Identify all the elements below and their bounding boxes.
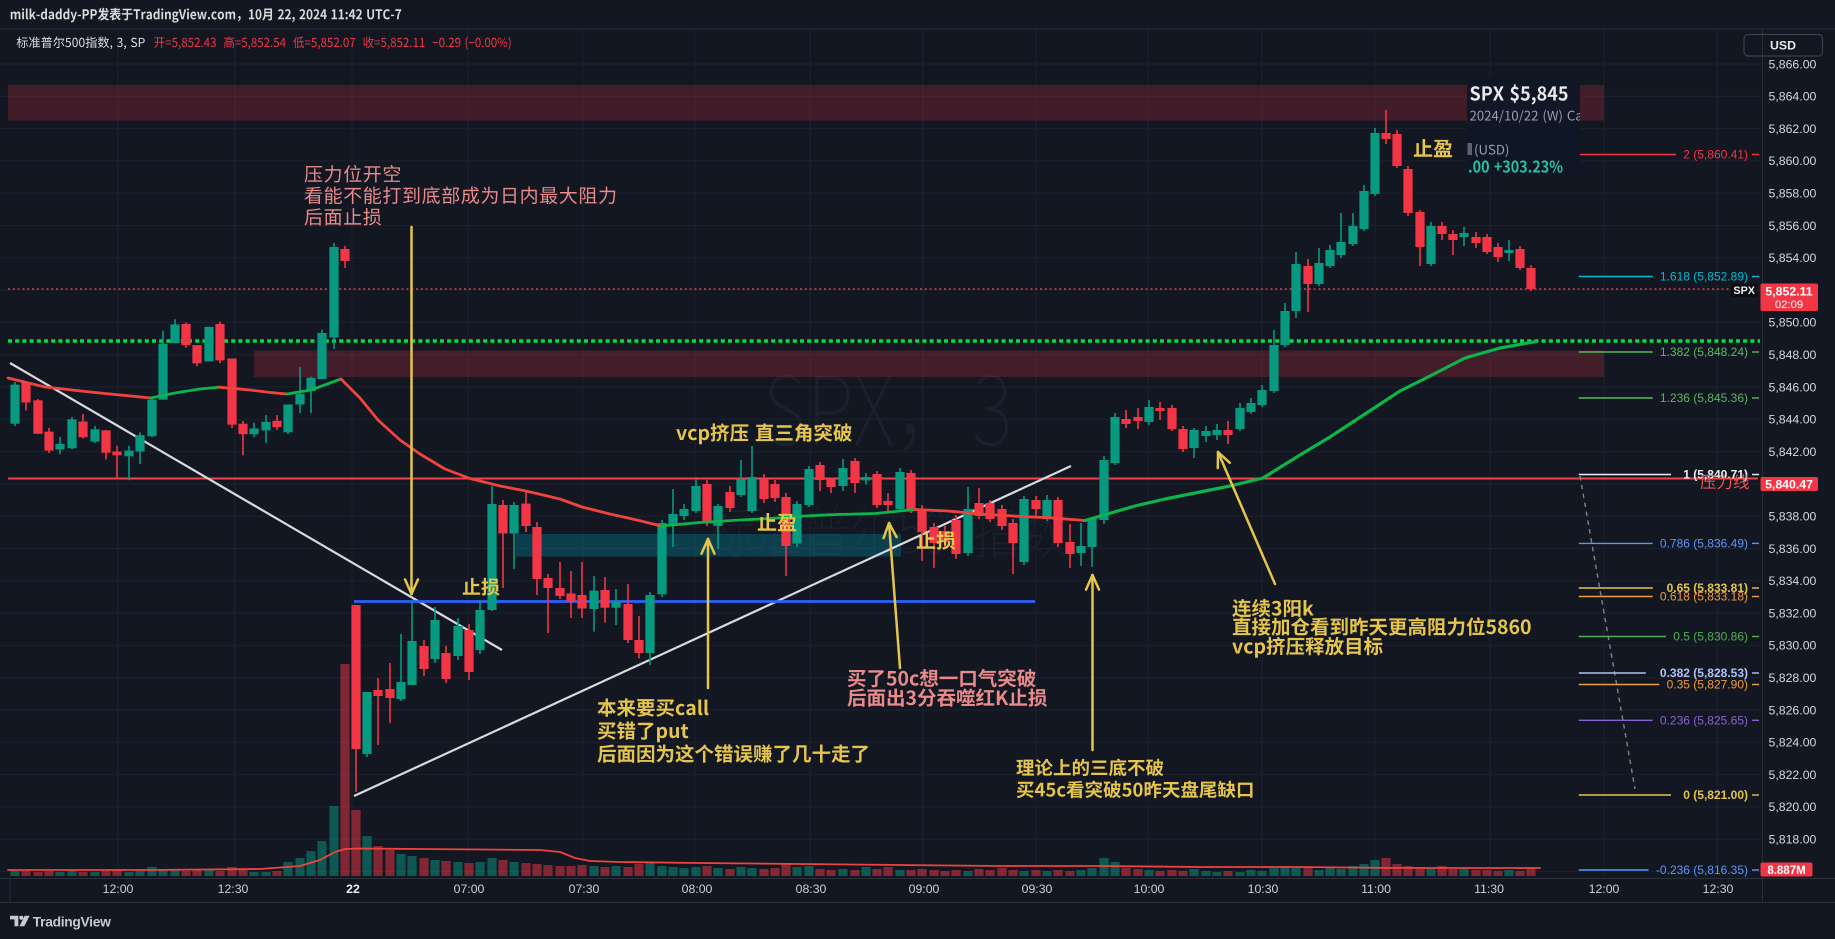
svg-text:5,852.11: 5,852.11 xyxy=(1765,284,1812,298)
svg-text:5,834.00: 5,834.00 xyxy=(1769,574,1817,588)
svg-text:1.618 (5,852.89): 1.618 (5,852.89) xyxy=(1660,270,1748,284)
svg-text:5,860.00: 5,860.00 xyxy=(1769,154,1817,168)
svg-text:11:00: 11:00 xyxy=(1361,882,1391,896)
svg-text:5,824.00: 5,824.00 xyxy=(1769,736,1817,750)
svg-text:TradingView: TradingView xyxy=(33,914,111,929)
svg-text:1.382 (5,848.24): 1.382 (5,848.24) xyxy=(1660,345,1748,359)
svg-text:08:30: 08:30 xyxy=(796,882,827,896)
svg-text:5,848.00: 5,848.00 xyxy=(1769,348,1817,362)
svg-text:0.236 (5,825.65): 0.236 (5,825.65) xyxy=(1660,713,1748,727)
svg-text:5,858.00: 5,858.00 xyxy=(1769,187,1817,201)
svg-text:0.65 (5,833.81): 0.65 (5,833.81) xyxy=(1667,581,1748,595)
svg-text:0 (5,821.00): 0 (5,821.00) xyxy=(1683,788,1748,802)
svg-text:5,856.00: 5,856.00 xyxy=(1769,219,1817,233)
svg-text:12:30: 12:30 xyxy=(1703,882,1734,896)
svg-text:08:00: 08:00 xyxy=(682,882,713,896)
svg-text:07:00: 07:00 xyxy=(454,882,485,896)
svg-text:5,830.00: 5,830.00 xyxy=(1769,639,1817,653)
svg-text:11:30: 11:30 xyxy=(1474,882,1504,896)
svg-text:09:30: 09:30 xyxy=(1022,882,1053,896)
svg-text:22: 22 xyxy=(346,882,360,896)
svg-text:5,846.00: 5,846.00 xyxy=(1769,380,1817,394)
svg-text:5,818.00: 5,818.00 xyxy=(1769,833,1817,847)
svg-text:5,864.00: 5,864.00 xyxy=(1769,90,1817,104)
svg-text:5,826.00: 5,826.00 xyxy=(1769,703,1817,717)
svg-text:SPX: SPX xyxy=(1733,285,1755,297)
svg-text:5,866.00: 5,866.00 xyxy=(1769,57,1817,71)
svg-text:1 (5,840.71): 1 (5,840.71) xyxy=(1683,468,1748,482)
svg-text:10:30: 10:30 xyxy=(1248,882,1279,896)
svg-text:5,850.00: 5,850.00 xyxy=(1769,316,1817,330)
svg-text:0.5 (5,830.86): 0.5 (5,830.86) xyxy=(1673,630,1748,644)
svg-text:5,836.00: 5,836.00 xyxy=(1769,542,1817,556)
svg-text:USD: USD xyxy=(1770,39,1796,53)
svg-text:5,832.00: 5,832.00 xyxy=(1769,606,1817,620)
svg-text:12:00: 12:00 xyxy=(1589,882,1620,896)
svg-text:02:09: 02:09 xyxy=(1775,299,1803,311)
svg-text:5,842.00: 5,842.00 xyxy=(1769,445,1817,459)
svg-text:5,854.00: 5,854.00 xyxy=(1769,251,1817,265)
svg-text:10:00: 10:00 xyxy=(1134,882,1165,896)
svg-text:12:00: 12:00 xyxy=(103,882,134,896)
svg-text:5,862.00: 5,862.00 xyxy=(1769,122,1817,136)
svg-text:09:00: 09:00 xyxy=(909,882,940,896)
svg-text:0.786 (5,836.49): 0.786 (5,836.49) xyxy=(1660,536,1748,550)
svg-text:-0.236 (5,816.35): -0.236 (5,816.35) xyxy=(1656,863,1748,877)
svg-text:1.236 (5,845.36): 1.236 (5,845.36) xyxy=(1660,391,1748,405)
svg-text:5,838.00: 5,838.00 xyxy=(1769,510,1817,524)
svg-text:8.887M: 8.887M xyxy=(1767,865,1805,877)
svg-text:5,822.00: 5,822.00 xyxy=(1769,768,1817,782)
svg-text:12:30: 12:30 xyxy=(218,882,249,896)
svg-text:5,820.00: 5,820.00 xyxy=(1769,800,1817,814)
svg-text:2 (5,860.41): 2 (5,860.41) xyxy=(1683,148,1748,162)
svg-text:5,828.00: 5,828.00 xyxy=(1769,671,1817,685)
svg-text:5,840.47: 5,840.47 xyxy=(1765,477,1813,491)
svg-text:0.618 (5,833.18): 0.618 (5,833.18) xyxy=(1660,590,1748,604)
svg-text:0.35 (5,827.90): 0.35 (5,827.90) xyxy=(1667,678,1748,692)
svg-text:0.382 (5,828.53): 0.382 (5,828.53) xyxy=(1660,666,1748,680)
svg-text:07:30: 07:30 xyxy=(569,882,600,896)
svg-text:5,844.00: 5,844.00 xyxy=(1769,413,1817,427)
